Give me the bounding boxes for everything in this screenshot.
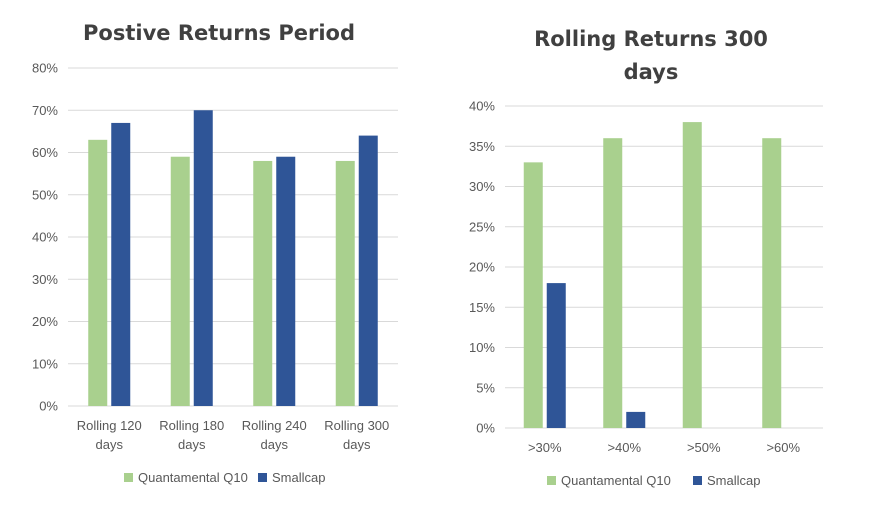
y-tick-label: 30% xyxy=(469,179,495,194)
bar xyxy=(170,156,190,406)
chart-title: Rolling Returns 300 xyxy=(534,27,768,51)
bar xyxy=(193,110,213,406)
x-category-label: Rolling 180 xyxy=(159,418,224,433)
chart-title: days xyxy=(624,60,679,84)
y-tick-label: 10% xyxy=(469,340,495,355)
y-tick-label: 50% xyxy=(32,187,58,202)
x-category-label: Rolling 300 xyxy=(324,418,389,433)
bar xyxy=(88,139,108,406)
legend-swatch xyxy=(547,476,556,485)
bar xyxy=(358,135,378,406)
x-category-label: >50% xyxy=(687,440,721,455)
x-category-label: >60% xyxy=(766,440,800,455)
y-tick-label: 30% xyxy=(32,272,58,287)
bar xyxy=(626,411,646,428)
bar xyxy=(523,162,543,428)
bar xyxy=(603,138,623,428)
y-tick-label: 5% xyxy=(476,380,495,395)
y-tick-label: 25% xyxy=(469,219,495,234)
bar xyxy=(546,283,566,428)
y-tick-label: 70% xyxy=(32,103,58,118)
x-category-label: Rolling 240 xyxy=(242,418,307,433)
bar xyxy=(682,122,702,428)
legend-swatch xyxy=(258,473,267,482)
y-tick-label: 0% xyxy=(39,399,58,414)
bar xyxy=(335,160,355,406)
bar xyxy=(253,160,273,406)
y-tick-label: 15% xyxy=(469,300,495,315)
x-category-label: days xyxy=(261,437,289,452)
y-tick-label: 80% xyxy=(32,61,58,76)
legend-swatch xyxy=(124,473,133,482)
x-category-label: days xyxy=(178,437,206,452)
bar xyxy=(276,156,296,406)
bar xyxy=(111,122,131,407)
legend-label: Quantamental Q10 xyxy=(561,473,671,488)
y-tick-label: 20% xyxy=(469,260,495,275)
x-category-label: Rolling 120 xyxy=(77,418,142,433)
y-tick-label: 60% xyxy=(32,145,58,160)
chart-title: Postive Returns Period xyxy=(83,21,355,45)
y-tick-label: 35% xyxy=(469,139,495,154)
y-tick-label: 20% xyxy=(32,314,58,329)
legend-label: Smallcap xyxy=(272,470,325,485)
legend-label: Smallcap xyxy=(707,473,760,488)
x-category-label: >30% xyxy=(528,440,562,455)
legend-swatch xyxy=(693,476,702,485)
x-category-label: >40% xyxy=(607,440,641,455)
y-tick-label: 10% xyxy=(32,356,58,371)
legend-label: Quantamental Q10 xyxy=(138,470,248,485)
x-category-label: days xyxy=(343,437,371,452)
bar xyxy=(762,138,782,428)
y-tick-label: 40% xyxy=(469,99,495,114)
y-tick-label: 0% xyxy=(476,421,495,436)
x-category-label: days xyxy=(96,437,124,452)
y-tick-label: 40% xyxy=(32,230,58,245)
